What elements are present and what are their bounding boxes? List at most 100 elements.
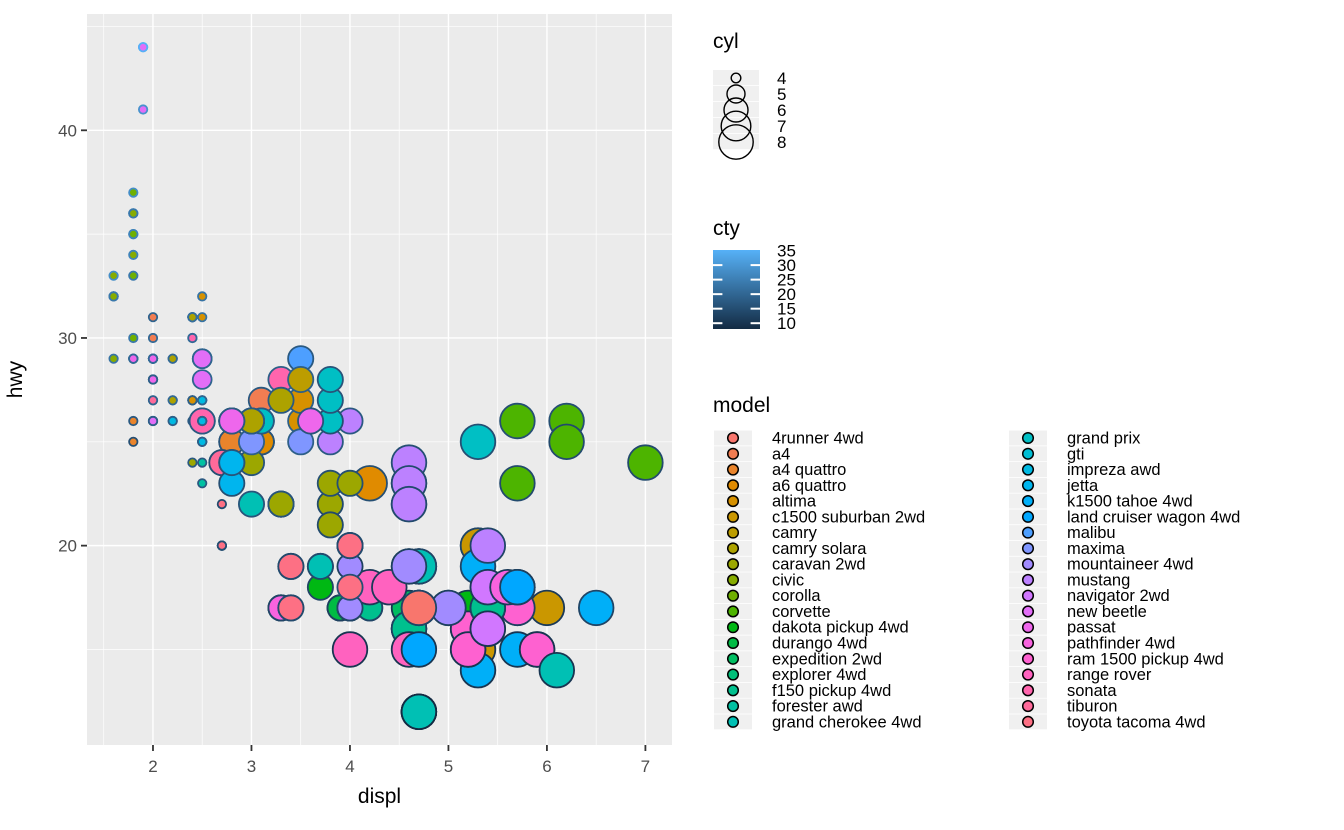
legend-model-swatch [726,479,740,492]
axes: 2 3 4 5 6 7 20 30 40 displ hwy [4,121,650,808]
legend-model-entry: camry [714,524,818,542]
data-point [147,353,159,364]
data-point [187,332,198,344]
data-point [197,436,208,447]
data-point [147,332,159,344]
legend-model-label: altima [772,493,817,511]
x-axis-title: displ [358,785,401,808]
legend-model-entry: land cruiser wagon 4wd [1009,508,1240,526]
legend-model-label: a6 quattro [772,477,846,495]
legend-model-swatch [726,621,740,634]
legend-model-label: gti [1067,445,1084,463]
x-tick-label: 6 [542,757,551,776]
legend-cyl-key-circle [730,72,742,84]
legend-model-label: a4 quattro [772,461,846,479]
legend-model-swatch [1021,605,1035,618]
data-point [499,569,536,606]
data-point [390,548,428,585]
legend-cty-label: 15 [777,300,796,319]
legend-model-entry: grand cherokee 4wd [714,713,922,731]
data-point [187,395,198,406]
legend-model-entry: impreza awd [1009,461,1161,479]
data-point [306,552,334,580]
legend-model-swatch [1021,463,1035,476]
legend-model-swatch [726,510,740,523]
legend-model-label: camry solara [772,540,867,558]
legend-model-entry: camry solara [714,540,867,558]
legend-model-label: caravan 2wd [772,556,866,574]
legend-cty-label: 25 [777,271,796,290]
legend-model-label: durango 4wd [772,635,867,653]
data-point [167,395,178,406]
data-point [548,423,585,460]
legend-model-label: 4runner 4wd [772,430,864,448]
legend-model-swatch [726,589,740,602]
data-point [128,436,139,447]
data-point [197,395,208,406]
legend-model-entry: forester awd [714,698,863,716]
legend-model-label: tiburon [1067,698,1117,716]
legend-model-entry: dakota pickup 4wd [714,619,909,637]
data-point [336,469,364,497]
points-layer [108,42,664,730]
legend-model-swatch [1021,652,1035,665]
legend-model-label: impreza awd [1067,461,1161,479]
legend-model-label: mountaineer 4wd [1067,556,1194,574]
legend-model-swatch [1021,636,1035,650]
data-point [187,312,198,323]
legend-model-entry: a4 [714,445,790,463]
legend-cyl-title: cyl [713,30,739,53]
data-point [390,485,428,523]
legend-model-entry: f150 pickup 4wd [714,682,891,700]
legend-model-entry: corvette [714,603,831,621]
legend-model-entry: range rover [1009,666,1152,684]
legend-model-swatch [726,495,740,508]
legend-model-entry: corolla [714,587,821,605]
y-tick-label: 20 [58,537,77,556]
legend-model-swatch [726,431,740,445]
legend-model-swatch [726,526,740,539]
legend-model-swatch [1021,510,1035,523]
data-point [277,552,305,580]
legend-model-swatch [1021,542,1035,555]
legend-cty-label: 35 [777,242,796,261]
data-point [108,353,119,364]
legend-model-label: toyota tacoma 4wd [1067,713,1206,731]
legend-model-swatch [1021,495,1035,508]
legend-model-label: camry [772,524,818,542]
legend-model-swatch [726,573,740,586]
legend-model-label: explorer 4wd [772,666,866,684]
legend-model-entry: new beetle [1009,603,1147,621]
legend-model-label: k1500 tahoe 4wd [1067,493,1193,511]
data-point [218,449,246,477]
legend-model-entry: k1500 tahoe 4wd [1009,493,1193,511]
legend-key-bg [713,134,759,150]
legend-model-entry: ram 1500 pickup 4wd [1009,650,1224,668]
data-point [138,104,149,115]
legend-cty-label: 20 [777,285,796,304]
legend-cyl-key-circle [726,84,746,104]
legend-model-swatch [726,700,740,713]
data-point [277,594,305,622]
legend-model-swatch [726,652,740,665]
data-point [128,208,139,219]
data-point [297,407,325,435]
legend-model-entry: altima [714,493,817,511]
data-point [316,511,344,539]
legend-model-entry: jetta [1009,477,1099,495]
legend-model-entry: passat [1009,619,1116,637]
data-point [267,386,295,414]
data-point [108,270,119,281]
data-point [138,42,149,53]
cty-colorbar [713,250,760,329]
data-point [167,353,178,364]
data-point [336,532,364,560]
data-point [287,365,315,393]
legend-model-entry: malibu [1009,524,1116,542]
legend-model-entry: tiburon [1009,698,1117,716]
data-point [459,423,497,460]
legend-model-entry: grand prix [1009,430,1141,448]
legend-cyl-key-circle [723,97,749,123]
legend-cyl-label: 8 [777,133,786,152]
data-point [147,415,159,427]
